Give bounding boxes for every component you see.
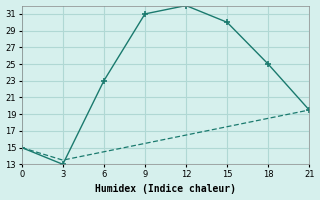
- X-axis label: Humidex (Indice chaleur): Humidex (Indice chaleur): [95, 184, 236, 194]
